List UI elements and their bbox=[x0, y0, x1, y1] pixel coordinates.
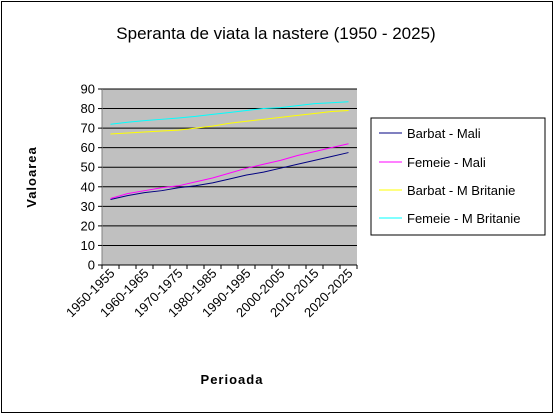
y-tick-label: 20 bbox=[81, 218, 95, 233]
plot-area bbox=[102, 89, 357, 265]
series-line-3 bbox=[110, 110, 349, 135]
legend-box bbox=[370, 117, 546, 236]
y-tick-label: 40 bbox=[81, 179, 95, 194]
y-tick-label: 0 bbox=[88, 258, 95, 273]
y-tick-label: 50 bbox=[81, 160, 95, 175]
y-tick-label: 80 bbox=[81, 101, 95, 116]
y-tick-label: 30 bbox=[81, 199, 95, 214]
legend-label: Femeie - M Britanie bbox=[407, 211, 520, 226]
y-tick-label: 10 bbox=[81, 238, 95, 253]
y-tick-label: 90 bbox=[81, 82, 95, 97]
y-tick-label: 70 bbox=[81, 121, 95, 136]
legend-label: Barbat - Mali bbox=[407, 126, 481, 141]
series-line-4 bbox=[110, 101, 349, 125]
legend-label: Femeie - Mali bbox=[407, 155, 486, 170]
y-axis-title: Valoarea bbox=[24, 146, 39, 208]
series-line-2 bbox=[110, 143, 349, 199]
series-line-1 bbox=[110, 152, 349, 200]
x-axis-title: Perioada bbox=[201, 372, 264, 387]
y-tick-label: 60 bbox=[81, 140, 95, 155]
legend-label: Barbat - M Britanie bbox=[407, 183, 515, 198]
chart-title: Speranta de viata la nastere (1950 - 202… bbox=[116, 24, 435, 43]
